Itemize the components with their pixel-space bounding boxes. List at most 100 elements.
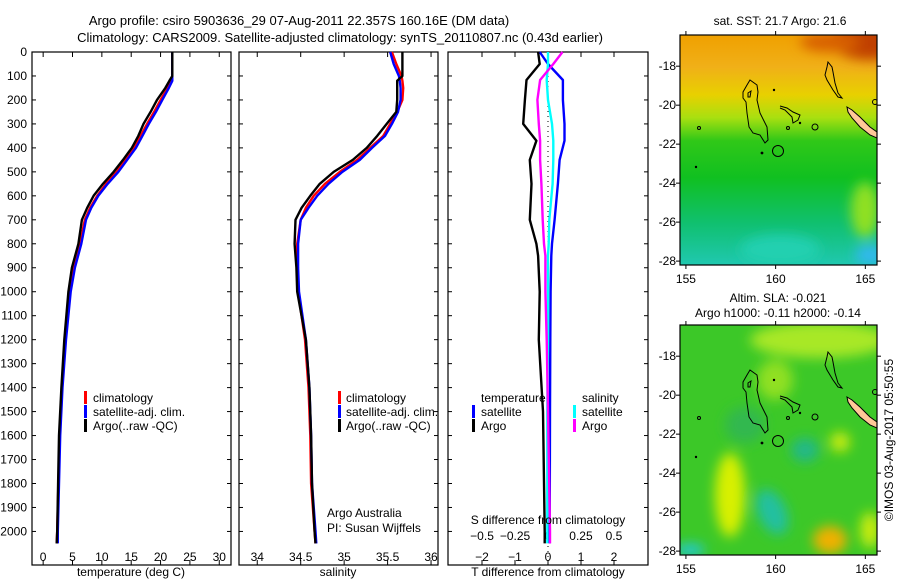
lat-tick-label: -24 bbox=[659, 176, 677, 190]
x-tick-label: 34.5 bbox=[289, 550, 313, 564]
lat-tick-label: -22 bbox=[659, 427, 677, 441]
lat-tick-label: -18 bbox=[659, 59, 677, 73]
x-tick-label: 2 bbox=[611, 550, 618, 564]
axis-ticks: 0100200300400500600700800900100011001200… bbox=[0, 45, 648, 565]
lat-tick-label: -22 bbox=[659, 137, 677, 151]
profile-line-satellite-adj-clim bbox=[56, 52, 174, 544]
depth-tick-label: 500 bbox=[7, 165, 27, 179]
legend-label: satellite bbox=[481, 405, 522, 419]
salinity-axis-label: salinity bbox=[320, 565, 357, 579]
profile-line-temperature-argo bbox=[522, 51, 546, 544]
depth-tick-label: 400 bbox=[7, 141, 27, 155]
lon-tick-label: 165 bbox=[855, 272, 875, 286]
legend-label: Argo bbox=[582, 419, 608, 433]
lat-tick-label: -20 bbox=[659, 388, 677, 402]
legend-label: climatology bbox=[93, 391, 153, 405]
legend-label: Argo(..raw -QC) bbox=[93, 419, 178, 433]
lat-tick-label: -28 bbox=[659, 254, 677, 268]
profile-line-salinity-argo bbox=[536, 51, 564, 544]
profile-line-climatology bbox=[55, 52, 174, 544]
legend-swatch-satellite bbox=[84, 405, 87, 418]
s-tick-label: −0.25 bbox=[500, 529, 531, 543]
s-tick-label: 0.25 bbox=[569, 529, 593, 543]
s-tick-label: 0.5 bbox=[606, 529, 623, 543]
depth-tick-label: 200 bbox=[7, 93, 27, 107]
argo-location-marker bbox=[772, 145, 784, 157]
depth-tick-label: 2000 bbox=[0, 524, 27, 538]
salinity-panel-frame bbox=[238, 51, 439, 566]
lon-tick-label: 165 bbox=[855, 562, 875, 576]
legend-label: satellite bbox=[582, 405, 623, 419]
t-difference-axis-label: T difference from climatology bbox=[471, 565, 625, 579]
temperature-legend: climatology satellite-adj. clim. Argo(..… bbox=[84, 391, 185, 433]
profile-line-argo-raw-qc bbox=[55, 52, 174, 544]
x-tick-label: 0 bbox=[40, 550, 47, 564]
depth-tick-label: 1000 bbox=[0, 285, 27, 299]
depth-tick-label: 1600 bbox=[0, 429, 27, 443]
lon-tick-label: 160 bbox=[766, 272, 786, 286]
x-tick-label: 30 bbox=[213, 550, 227, 564]
difference-legend: temperature satellite Argo salinity sate… bbox=[472, 391, 623, 433]
salinity-legend: climatology satellite-adj. clim. Argo(..… bbox=[338, 391, 438, 433]
figure-title-line2: Climatology: CARS2009. Satellite-adjuste… bbox=[77, 30, 603, 45]
legend-label: Argo(..raw -QC) bbox=[346, 419, 431, 433]
s-tick-label: −0.5 bbox=[470, 529, 494, 543]
x-tick-label: 5 bbox=[69, 550, 76, 564]
lat-tick-label: -24 bbox=[659, 466, 677, 480]
x-tick-label: −1 bbox=[508, 550, 522, 564]
depth-tick-label: 1300 bbox=[0, 357, 27, 371]
sst-map bbox=[679, 34, 878, 266]
lat-tick-label: -20 bbox=[659, 98, 677, 112]
sla-map-title-line1: Altim. SLA: -0.021 bbox=[730, 291, 827, 305]
depth-tick-label: 1700 bbox=[0, 453, 27, 467]
map-axis-ticks: 155 160 165 -18 -20 -22 -24 -26 -28 155 160 165 -18 -… bbox=[659, 31, 881, 576]
x-tick-label: 35 bbox=[337, 550, 351, 564]
lon-tick-label: 160 bbox=[766, 562, 786, 576]
x-tick-label: 35.5 bbox=[376, 550, 400, 564]
lat-tick-label: -28 bbox=[659, 544, 677, 558]
profile-line-argo-raw-qc bbox=[293, 52, 404, 544]
legend-swatch-s-satellite bbox=[573, 405, 576, 418]
legend-swatch-satellite bbox=[338, 405, 341, 418]
depth-tick-label: 1200 bbox=[0, 333, 27, 347]
legend-heading-salinity: salinity bbox=[582, 391, 619, 405]
depth-tick-label: 1400 bbox=[0, 381, 27, 395]
lon-tick-label: 155 bbox=[676, 272, 696, 286]
x-tick-label: 36 bbox=[424, 550, 438, 564]
legend-swatch-climatology bbox=[84, 391, 87, 404]
x-tick-label: 34 bbox=[251, 550, 265, 564]
depth-tick-label: 1100 bbox=[1, 309, 27, 323]
legend-label: climatology bbox=[346, 391, 406, 405]
sla-map-title-line2: Argo h1000: -0.11 h2000: -0.14 bbox=[695, 306, 861, 320]
profile-line-climatology bbox=[296, 51, 405, 544]
depth-tick-label: 800 bbox=[7, 237, 27, 251]
legend-swatch-t-satellite bbox=[472, 405, 475, 418]
legend-swatch-argo bbox=[338, 419, 341, 432]
legend-swatch-argo bbox=[84, 419, 87, 432]
lat-tick-label: -26 bbox=[659, 215, 677, 229]
lat-tick-label: -26 bbox=[659, 505, 677, 519]
figure-title-line1: Argo profile: csiro 5903636_29 07-Aug-20… bbox=[89, 13, 509, 28]
legend-label: Argo bbox=[481, 419, 507, 433]
lat-tick-label: -18 bbox=[659, 349, 677, 363]
x-tick-label: 0 bbox=[545, 550, 552, 564]
credit-pi: PI: Susan Wijffels bbox=[327, 521, 421, 535]
x-tick-label: 25 bbox=[183, 550, 197, 564]
depth-tick-label: 100 bbox=[7, 69, 27, 83]
s-difference-axis-label: S difference from climatology bbox=[471, 513, 626, 527]
legend-heading-temperature: temperature bbox=[481, 391, 546, 405]
legend-swatch-s-argo bbox=[573, 419, 576, 432]
x-tick-label: 10 bbox=[95, 550, 109, 564]
legend-label: satellite-adj. clim. bbox=[93, 405, 185, 419]
depth-tick-label: 1500 bbox=[0, 405, 27, 419]
sla-map bbox=[679, 324, 878, 556]
legend-swatch-t-argo bbox=[472, 419, 475, 432]
lon-tick-label: 155 bbox=[676, 562, 696, 576]
imos-timestamp: ©IMOS 03-Aug-2017 05:50:55 bbox=[882, 359, 896, 522]
temperature-panel-frame bbox=[31, 51, 232, 566]
profile-lines bbox=[55, 51, 566, 565]
temperature-axis-label: temperature (deg C) bbox=[77, 565, 185, 579]
x-tick-label: 15 bbox=[125, 550, 139, 564]
depth-tick-label: 700 bbox=[7, 213, 27, 227]
